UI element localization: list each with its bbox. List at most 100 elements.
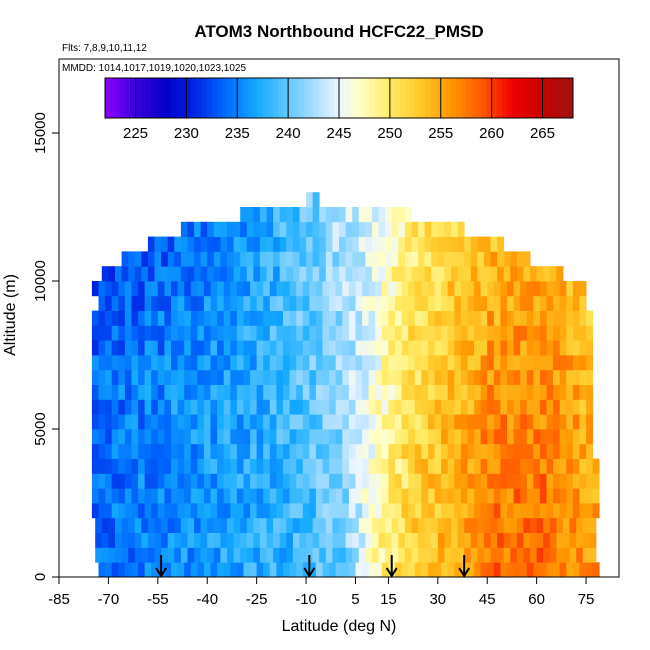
heat-cell	[362, 473, 370, 489]
heat-cell	[500, 414, 508, 430]
colorbar-swatch	[410, 78, 416, 118]
heat-cell	[118, 295, 126, 311]
colorbar-swatch	[267, 78, 274, 118]
heat-cell	[454, 429, 462, 445]
heat-cell	[128, 251, 136, 267]
heat-cell	[493, 310, 501, 326]
heat-cell	[177, 458, 185, 474]
colorbar-swatch	[298, 78, 304, 118]
heat-cell	[286, 251, 294, 267]
heat-cell	[520, 503, 528, 519]
heat-cell	[128, 547, 136, 563]
heat-cell	[144, 488, 152, 504]
heat-cell	[444, 266, 452, 282]
heat-cell	[111, 310, 119, 326]
heat-cell	[437, 266, 445, 282]
heat-cell	[236, 384, 244, 400]
heat-cell	[457, 251, 465, 267]
colorbar-swatch	[155, 78, 162, 118]
heat-cell	[348, 369, 356, 385]
heat-cell	[236, 488, 244, 504]
heat-cell	[358, 547, 366, 563]
heat-cell	[507, 325, 514, 341]
heat-cell	[269, 355, 277, 371]
heat-cell	[381, 429, 389, 445]
heat-cell	[493, 562, 501, 578]
heat-cell	[546, 488, 554, 504]
heat-cell	[289, 473, 297, 489]
heat-cell	[217, 503, 225, 519]
heat-cell	[329, 414, 337, 430]
heat-cell	[539, 369, 547, 385]
heat-cell	[91, 340, 99, 356]
heat-cell	[134, 251, 142, 267]
heat-cell	[467, 414, 475, 430]
heat-cell	[256, 399, 264, 415]
heat-cell	[559, 562, 567, 578]
heat-cell	[467, 340, 475, 356]
heat-cell	[434, 429, 442, 445]
heat-cell	[250, 281, 258, 297]
heat-cell	[111, 281, 119, 297]
heat-cell	[339, 207, 346, 223]
colorbar-swatch	[395, 78, 401, 118]
heat-cell	[154, 236, 162, 252]
x-tick-label: 60	[528, 591, 545, 608]
heat-cell	[197, 399, 205, 415]
heat-cell	[368, 340, 376, 356]
heat-cell	[592, 503, 600, 519]
heat-cell	[474, 458, 482, 474]
heat-cell	[355, 443, 363, 459]
heat-cell	[474, 503, 482, 519]
heat-cell	[470, 517, 478, 533]
heat-cell	[589, 532, 597, 548]
heat-cell	[381, 473, 389, 489]
heat-cell	[549, 532, 557, 548]
heat-cell	[480, 562, 488, 578]
heat-cell	[315, 325, 323, 341]
heat-cell	[454, 488, 462, 504]
colorbar-swatch	[354, 78, 360, 118]
heat-cell	[523, 547, 531, 563]
heat-cell	[401, 473, 409, 489]
heat-cell	[164, 503, 172, 519]
heat-cell	[105, 488, 113, 504]
heat-cell	[197, 325, 205, 341]
heat-cell	[451, 221, 458, 237]
heat-cell	[184, 443, 192, 459]
heat-cell	[210, 503, 218, 519]
heat-cell	[335, 295, 343, 311]
colorbar-swatch	[491, 78, 497, 118]
heat-cell	[269, 281, 277, 297]
heat-cell	[437, 236, 445, 252]
heat-cell	[358, 517, 366, 533]
heat-cell	[325, 547, 333, 563]
heat-cell	[118, 473, 126, 489]
heat-cell	[546, 562, 554, 578]
heat-cell	[190, 384, 198, 400]
colorbar-swatch	[420, 78, 426, 118]
heat-cell	[477, 251, 485, 267]
heat-cell	[111, 562, 119, 578]
heat-cell	[309, 458, 317, 474]
heat-cell	[375, 369, 383, 385]
heat-cell	[197, 369, 205, 385]
heat-cell	[592, 458, 600, 474]
heat-cell	[566, 281, 574, 297]
heat-cell	[177, 473, 185, 489]
heat-cell	[335, 473, 343, 489]
heat-cell	[283, 399, 290, 415]
heat-cell	[200, 236, 208, 252]
heat-cell	[171, 443, 178, 459]
heat-cell	[322, 281, 330, 297]
heat-cell	[358, 221, 366, 237]
heat-cell	[180, 547, 188, 563]
heat-cell	[223, 281, 231, 297]
heat-cell	[480, 488, 488, 504]
heat-cell	[507, 503, 514, 519]
x-tick-label: -40	[196, 591, 218, 608]
heat-cell	[269, 295, 277, 311]
heat-cell	[220, 236, 228, 252]
heat-cell	[401, 562, 409, 578]
heat-cell	[118, 340, 126, 356]
